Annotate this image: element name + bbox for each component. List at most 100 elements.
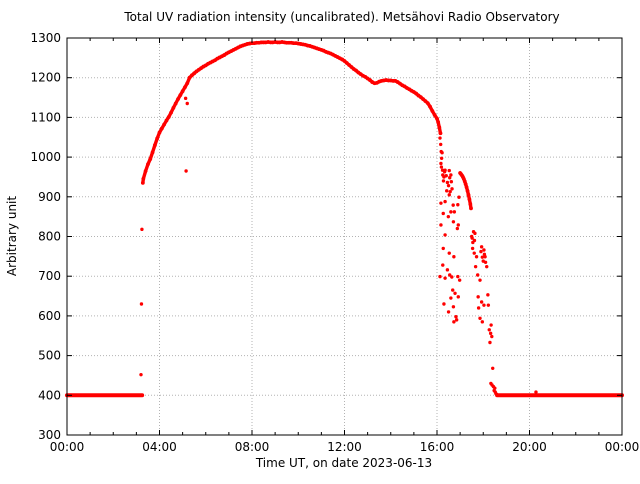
data-point xyxy=(436,120,441,125)
data-point xyxy=(146,162,150,167)
scatter-point xyxy=(490,334,494,339)
axis-ticks xyxy=(66,37,623,436)
data-point xyxy=(180,89,185,94)
data-point xyxy=(162,122,167,127)
scatter-point xyxy=(476,306,481,310)
scatter-point xyxy=(443,199,447,204)
scatter-point xyxy=(447,168,451,173)
data-point xyxy=(468,202,473,206)
scatter-point xyxy=(485,264,489,269)
data-point xyxy=(428,104,432,109)
x-tick-label: 08:00 xyxy=(235,440,270,454)
data-points xyxy=(65,40,624,398)
scatter-point xyxy=(444,174,448,178)
scatter-point xyxy=(449,180,454,184)
scatter-point xyxy=(451,305,456,309)
scatter-point xyxy=(480,255,485,259)
scatter-point xyxy=(494,392,499,397)
isolated-point xyxy=(185,101,189,106)
x-axis-label: Time UT, on date 2023-06-13 xyxy=(255,456,432,470)
scatter-point xyxy=(446,214,451,219)
data-point xyxy=(187,75,192,80)
data-point xyxy=(169,110,173,115)
data-point xyxy=(466,192,471,197)
x-tick-label: 00:00 xyxy=(605,440,640,454)
scatter-point xyxy=(452,320,456,324)
y-tick-label: 300 xyxy=(38,428,61,442)
data-point xyxy=(463,182,468,186)
scatter-point xyxy=(448,189,452,194)
scatter-point xyxy=(482,303,486,307)
scatter-point xyxy=(471,230,476,234)
data-point xyxy=(469,206,473,211)
scatter-point xyxy=(478,316,482,320)
scatter-point xyxy=(443,276,447,280)
y-tick-label: 1100 xyxy=(30,110,61,124)
scatter-point xyxy=(483,260,488,265)
scatter-point xyxy=(450,187,454,191)
scatter-point xyxy=(451,288,455,292)
y-tick-label: 1000 xyxy=(30,150,61,164)
scatter-point xyxy=(453,291,457,295)
isolated-point xyxy=(184,169,188,173)
x-tick-label: 04:00 xyxy=(142,440,177,454)
x-tick-label: 12:00 xyxy=(327,440,362,454)
data-point xyxy=(464,185,469,190)
y-tick-label: 1200 xyxy=(30,71,61,85)
y-axis-label: Arbitrary unit xyxy=(5,196,19,276)
scatter-point xyxy=(457,278,462,282)
scatter-point xyxy=(441,211,445,216)
x-tick-label: 16:00 xyxy=(420,440,455,454)
scatter-point xyxy=(441,179,446,183)
data-point xyxy=(173,101,178,106)
scatter-point xyxy=(452,255,456,259)
data-point xyxy=(185,81,190,86)
data-point xyxy=(152,143,157,148)
data-point xyxy=(166,115,171,119)
scatter-point xyxy=(446,310,451,314)
chart-title: Total UV radiation intensity (uncalibrat… xyxy=(123,10,559,24)
scatter-point xyxy=(447,251,451,255)
data-point xyxy=(176,97,180,102)
scatter-point xyxy=(488,331,493,336)
data-point xyxy=(467,197,472,202)
scatter-point xyxy=(442,302,446,306)
scatter-point xyxy=(445,268,450,272)
scatter-point xyxy=(447,193,451,197)
scatter-point xyxy=(456,223,460,227)
scatter-point xyxy=(451,203,455,207)
y-tick-label: 900 xyxy=(38,190,61,204)
scatter-point xyxy=(439,161,443,166)
scatter-point xyxy=(483,255,487,259)
scatter-point xyxy=(441,246,445,251)
scatter-point xyxy=(486,303,491,307)
y-tick-label: 700 xyxy=(38,269,61,283)
isolated-point xyxy=(140,227,144,232)
y-tick-label: 500 xyxy=(38,349,61,363)
scatter-point xyxy=(452,210,457,214)
y-tick-label: 800 xyxy=(38,230,61,244)
data-point xyxy=(183,85,187,90)
scatter-point xyxy=(441,263,445,267)
scatter-point xyxy=(488,340,492,345)
data-point xyxy=(425,101,430,106)
scatter-point xyxy=(476,273,480,277)
data-point xyxy=(140,181,145,185)
isolated-point xyxy=(139,302,144,306)
x-tick-label: 00:00 xyxy=(50,440,85,454)
data-point xyxy=(141,177,146,181)
data-point xyxy=(178,93,183,98)
scatter-point xyxy=(439,156,444,160)
scatter-point xyxy=(456,295,460,299)
data-point xyxy=(143,169,148,173)
scatter-point xyxy=(482,248,486,252)
data-point xyxy=(465,188,470,193)
data-point xyxy=(432,113,437,117)
scatter-point xyxy=(479,245,484,249)
data-point xyxy=(148,157,153,161)
scatter-point xyxy=(439,201,443,205)
scatter-point xyxy=(445,180,450,185)
isolated-point xyxy=(183,96,188,101)
scatter-point xyxy=(479,300,484,304)
data-point xyxy=(435,116,439,121)
